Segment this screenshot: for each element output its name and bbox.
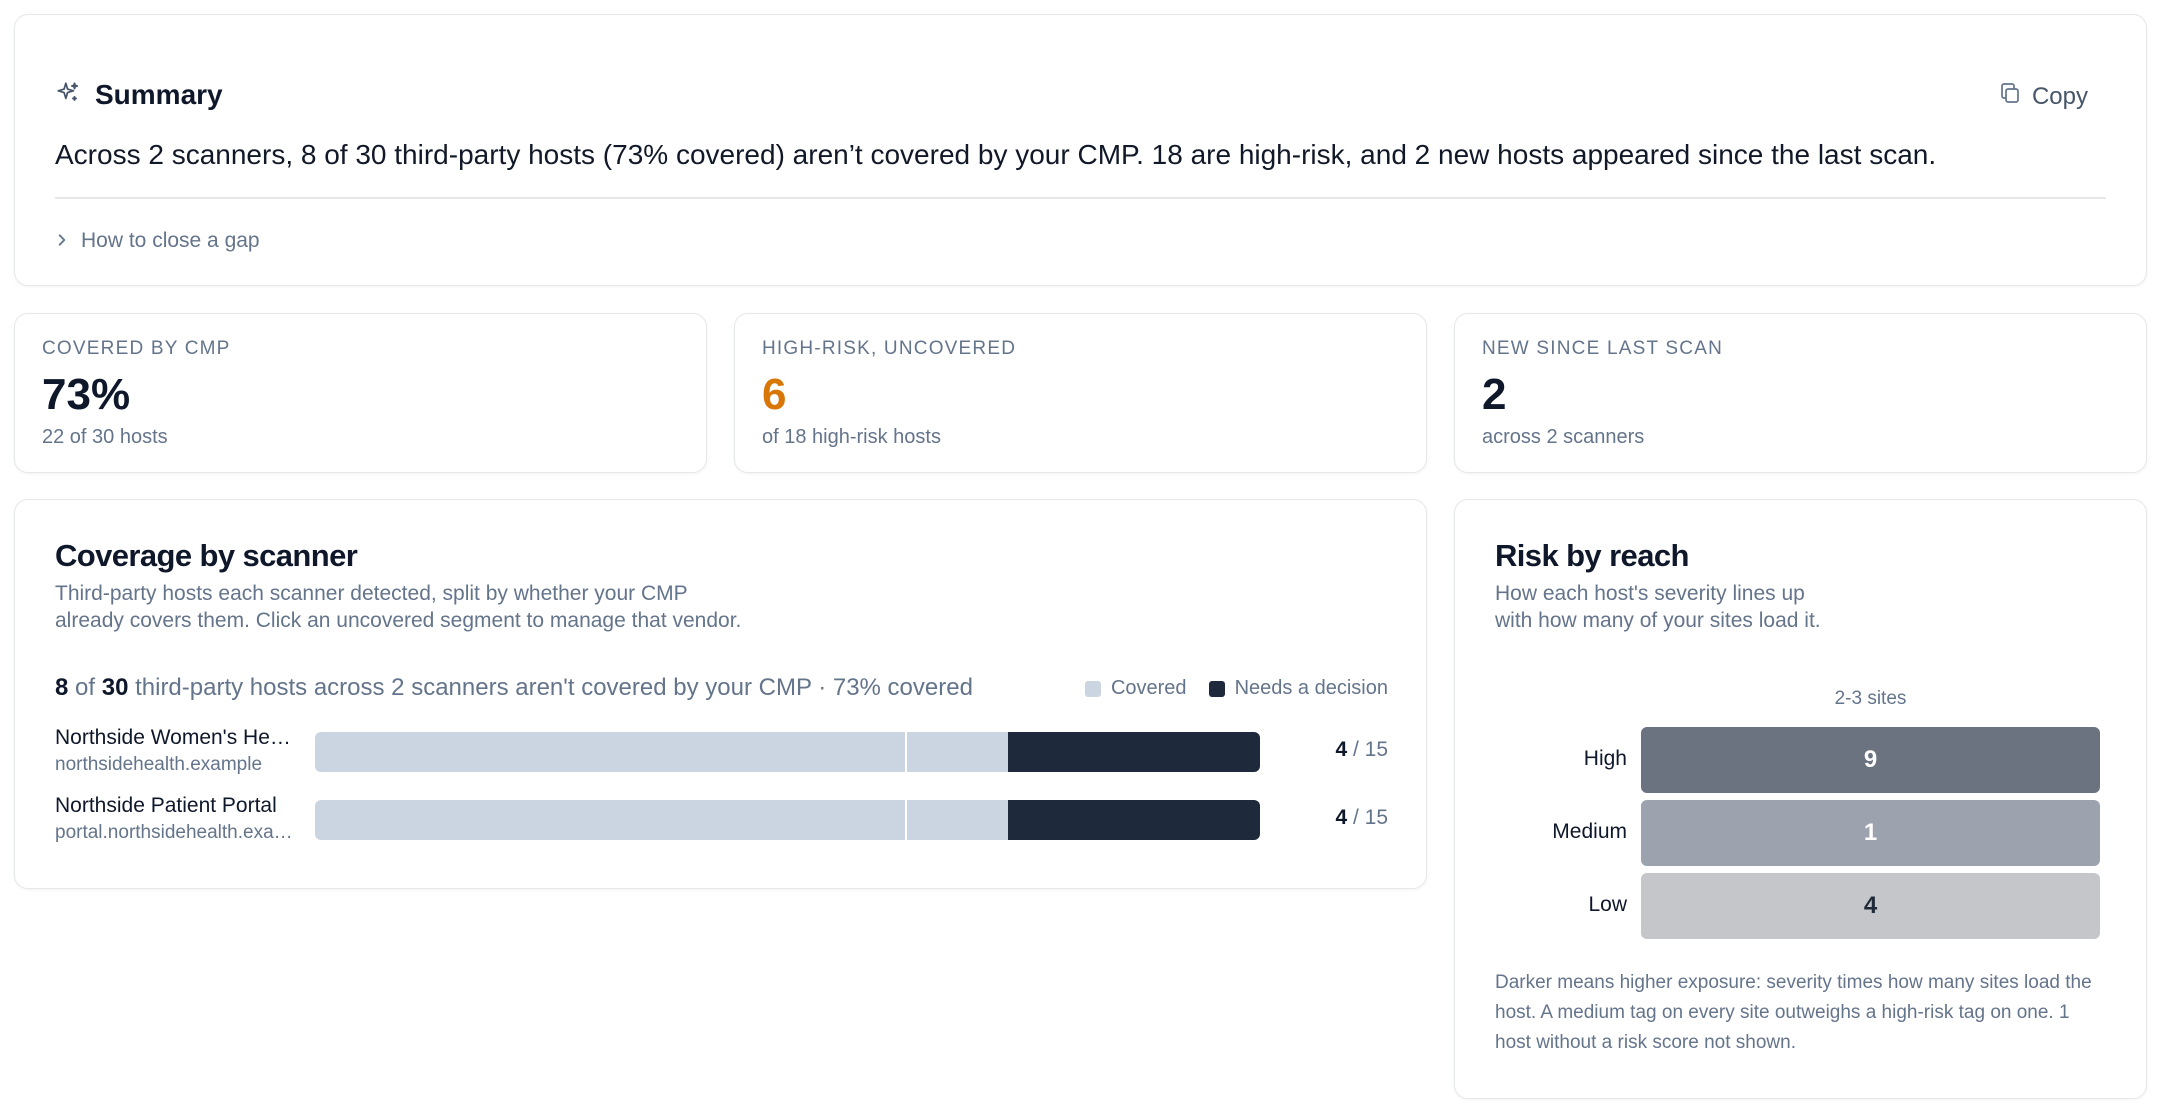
risk-label: Low <box>1588 893 1627 916</box>
risk-cell[interactable]: 9 <box>1641 727 2100 793</box>
stat-label: High-risk, uncovered <box>762 338 1017 359</box>
covered-segment <box>907 800 1008 840</box>
scanner-count: 4 / 15 <box>1335 738 1388 761</box>
uncovered-count: 8 <box>55 674 69 701</box>
risk-label: High <box>1583 747 1627 770</box>
legend-swatch-covered <box>1084 680 1101 697</box>
stat-label: New since last scan <box>1482 338 1723 359</box>
stat-value: 6 <box>762 370 787 419</box>
risk-column-header: 2-3 sites <box>1834 688 1907 709</box>
stat-label: Covered by CMP <box>42 338 231 359</box>
scanner-host: northsidehealth.example <box>55 754 263 775</box>
risk-description: How each host's severity lines up with h… <box>1495 580 1821 634</box>
uncovered-segment[interactable] <box>1007 732 1260 772</box>
sparkle-icon <box>55 80 81 111</box>
stat-card-high-risk: High-risk, uncovered 6 of 18 high-risk h… <box>734 313 1427 473</box>
covered-segment <box>907 732 1008 772</box>
scanner-count: 4 / 15 <box>1335 806 1388 829</box>
legend-swatch-needs-decision <box>1208 680 1225 697</box>
scanner-row: Northside Patient Portal portal.northsid… <box>55 794 1388 850</box>
scanner-uncovered: 4 <box>1335 738 1348 761</box>
summary-of: of <box>68 674 102 701</box>
coverage-summary: 8 of 30 third-party hosts across 2 scann… <box>55 674 973 702</box>
risk-note: Darker means higher exposure: severity t… <box>1495 972 2092 1053</box>
scanner-name: Northside Patient Portal <box>55 794 277 817</box>
coverage-description: Third-party hosts each scanner detected,… <box>55 580 741 634</box>
scanner-host: portal.northsidehealth.example <box>55 822 295 843</box>
legend-label-covered: Covered <box>1110 677 1187 699</box>
description-line: with how many of your sites load it. <box>1495 609 1821 632</box>
total-count: 30 <box>101 674 129 701</box>
copy-icon <box>1998 81 2022 112</box>
summary-text: Across 2 scanners, 8 of 30 third-party h… <box>55 139 1937 170</box>
description-line: How each host's severity lines up <box>1495 582 1805 605</box>
how-to-close-gap-toggle[interactable]: How to close a gap <box>55 229 260 253</box>
coverage-legend: Covered Needs a decision <box>1084 677 1388 700</box>
stat-subtext: of 18 high-risk hosts <box>762 426 941 448</box>
description-line: Third-party hosts each scanner detected,… <box>55 582 688 605</box>
how-to-close-gap-label: How to close a gap <box>81 229 260 252</box>
risk-row-medium: Medium 1 <box>1495 800 2100 866</box>
coverage-title: Coverage by scanner <box>55 538 358 573</box>
stat-subtext: across 2 scanners <box>1482 426 1645 448</box>
risk-card: Risk by reach How each host's severity l… <box>1454 499 2147 1099</box>
stat-value: 2 <box>1482 370 1507 419</box>
stat-subtext: 22 of 30 hosts <box>42 426 168 448</box>
coverage-bar <box>315 800 1260 840</box>
summary-card: Summary Copy Across 2 scanners, 8 of 30 … <box>14 14 2147 286</box>
covered-segment <box>315 800 908 840</box>
covered-segment <box>315 732 908 772</box>
coverage-bar <box>315 732 1260 772</box>
summary-rest: third-party hosts across 2 scanners aren… <box>128 674 973 701</box>
divider <box>55 197 2106 199</box>
risk-row-high: High 9 <box>1495 727 2100 793</box>
risk-title: Risk by reach <box>1495 538 1689 573</box>
chevron-right-icon <box>55 229 69 253</box>
scanner-total: 15 <box>1364 738 1388 761</box>
scanner-row: Northside Women's Health northsidehealth… <box>55 726 1388 782</box>
uncovered-segment[interactable] <box>1007 800 1260 840</box>
risk-cell[interactable]: 1 <box>1641 800 2100 866</box>
scanner-name: Northside Women's Health <box>55 726 295 749</box>
summary-title: Summary <box>95 79 223 110</box>
scanner-total: 15 <box>1364 806 1388 829</box>
description-line: already covers them. Click an uncovered … <box>55 609 742 632</box>
risk-label: Medium <box>1552 820 1627 843</box>
scanner-uncovered: 4 <box>1335 806 1348 829</box>
copy-button[interactable]: Copy <box>1998 81 2088 112</box>
risk-row-low: Low 4 <box>1495 873 2100 939</box>
copy-label: Copy <box>2031 82 2088 110</box>
risk-cell[interactable]: 4 <box>1641 873 2100 939</box>
legend-label-needs-decision: Needs a decision <box>1234 677 1388 699</box>
summary-header: Summary <box>55 79 223 111</box>
stat-card-covered: Covered by CMP 73% 22 of 30 hosts <box>14 313 707 473</box>
stat-card-new: New since last scan 2 across 2 scanners <box>1454 313 2147 473</box>
stat-value: 73% <box>42 370 131 419</box>
coverage-card: Coverage by scanner Third-party hosts ea… <box>14 499 1427 889</box>
